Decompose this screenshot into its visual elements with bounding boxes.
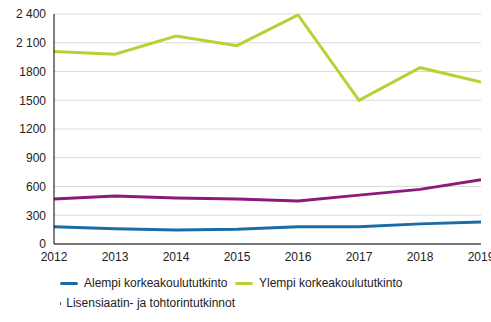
html-text:Ylempi korkeakoulututkinto: Ylempi korkeakoulututkinto — [259, 276, 403, 290]
svg-text:2 100: 2 100 — [16, 36, 46, 50]
svg-text:2019: 2019 — [468, 250, 483, 264]
svg-text:900: 900 — [26, 151, 46, 165]
svg-text:1200: 1200 — [19, 122, 46, 136]
svg-text:600: 600 — [26, 180, 46, 194]
svg-text:0: 0 — [39, 237, 46, 251]
svg-text:2018: 2018 — [407, 250, 434, 264]
svg-text:1800: 1800 — [19, 65, 46, 79]
svg-text:2012: 2012 — [41, 250, 68, 264]
svg-text:300: 300 — [26, 209, 46, 223]
svg-text:2 400: 2 400 — [16, 7, 46, 21]
svg-text:2014: 2014 — [163, 250, 190, 264]
svg-text:1500: 1500 — [19, 94, 46, 108]
svg-text:2015: 2015 — [224, 250, 251, 264]
svg-text:2017: 2017 — [346, 250, 373, 264]
svg-text:2013: 2013 — [102, 250, 129, 264]
html-text:Alempi korkeakoulututkinto: Alempi korkeakoulututkinto — [84, 276, 228, 290]
svg-text:2016: 2016 — [285, 250, 312, 264]
html-text:Lisensiaatin- ja tohtorintutki: Lisensiaatin- ja tohtorintutkinnot — [66, 296, 235, 310]
